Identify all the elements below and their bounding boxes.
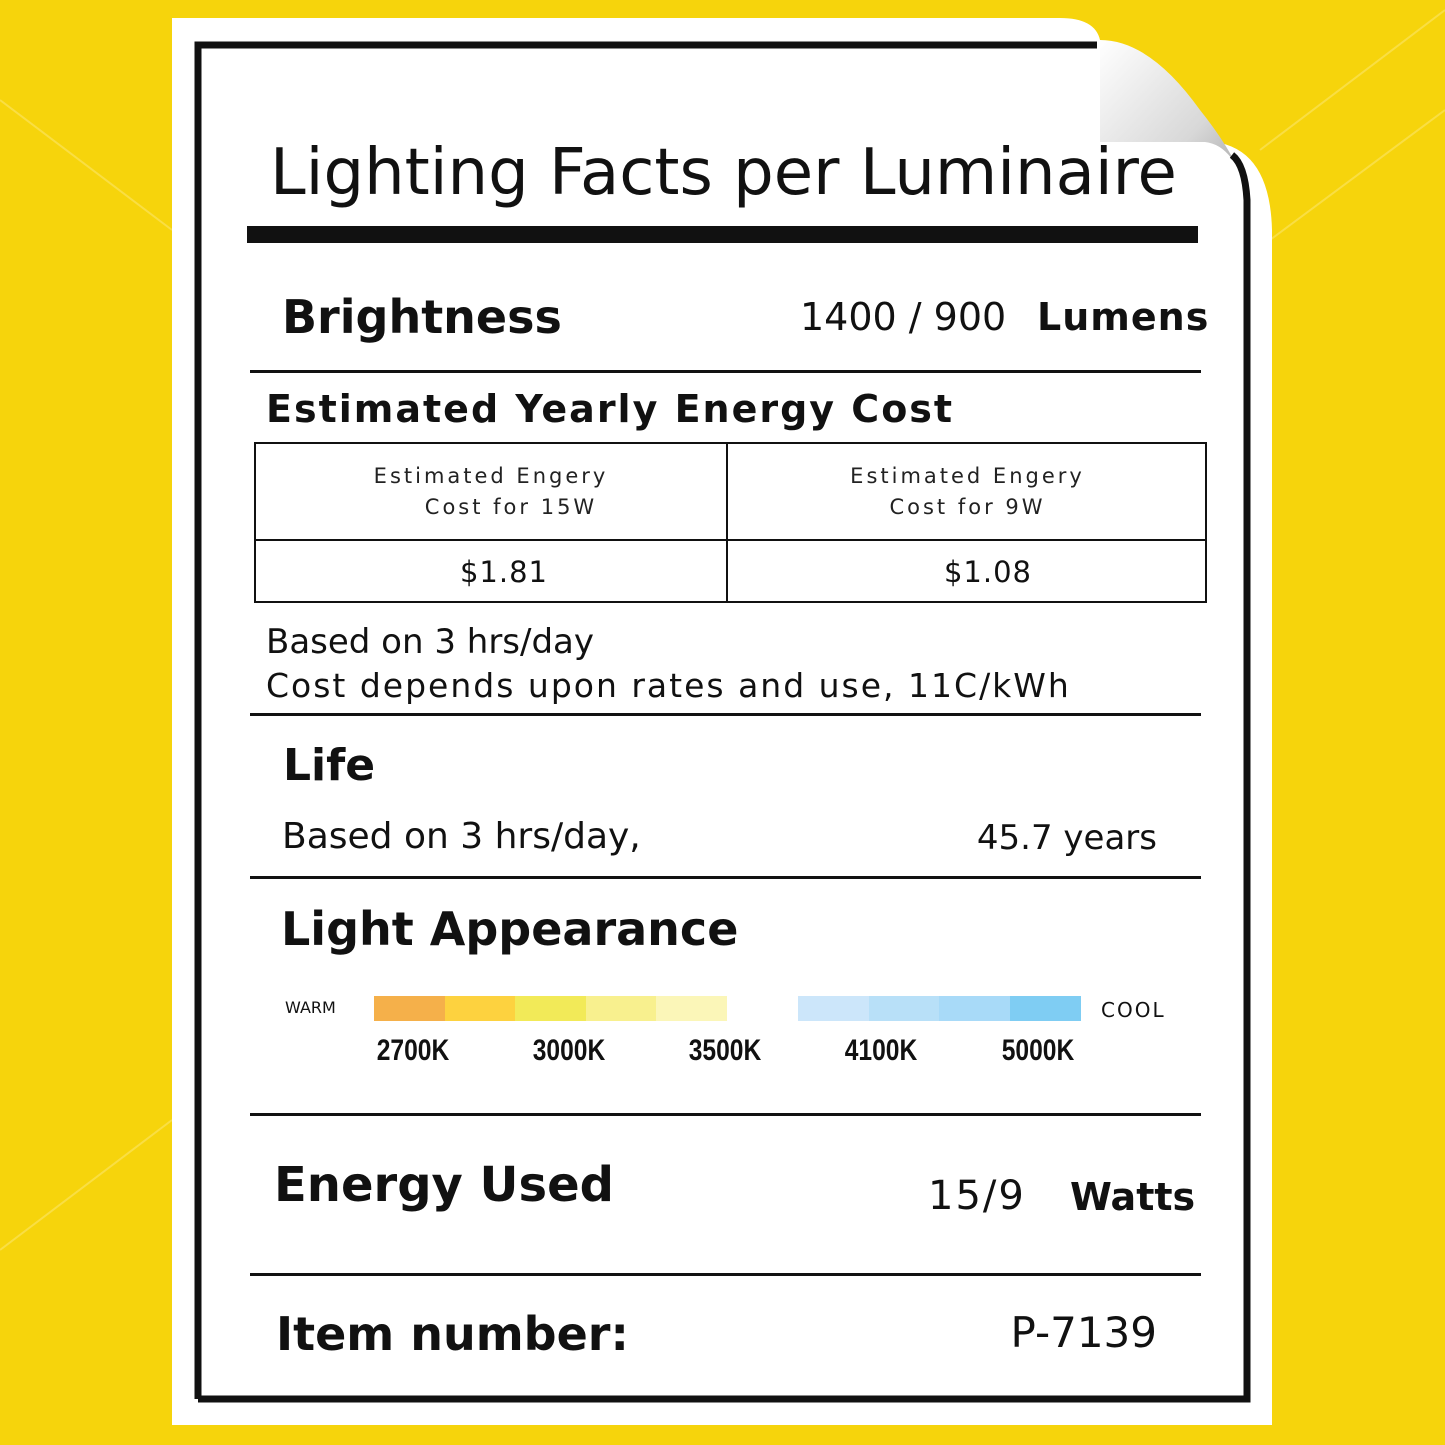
cool-swatch: [798, 996, 870, 1021]
energy-cost-note-2: Cost depends upon rates and use, 11C/kWh: [266, 666, 1071, 705]
cool-label: COOL: [1101, 998, 1166, 1022]
energy-cost-note-1: Based on 3 hrs/day: [266, 622, 595, 662]
warm-swatch: [444, 996, 516, 1021]
header-line: Cost for 9W: [889, 494, 1046, 519]
divider: [250, 1113, 1201, 1116]
table-row-divider: [256, 539, 1205, 541]
warm-swatch: [656, 996, 728, 1021]
title-bar: [247, 226, 1198, 243]
energy-cost-heading: Estimated Yearly Energy Cost: [266, 387, 955, 431]
brightness-unit: Lumens: [1037, 295, 1210, 339]
temperature-label: 5000K: [1001, 1034, 1075, 1067]
table-header-15w: Estimated Engery Cost for 15W: [256, 444, 726, 539]
item-number-value: P-7139: [1010, 1308, 1157, 1357]
cost-9w: $1.08: [943, 555, 1033, 589]
cool-swatch: [1009, 996, 1081, 1021]
warm-swatch: [585, 996, 657, 1021]
temperature-label: 3000K: [532, 1034, 606, 1067]
life-label: Life: [283, 740, 376, 791]
warm-swatch: [515, 996, 587, 1021]
cost-15w: $1.81: [459, 555, 549, 589]
energy-cost-table: Estimated Engery Cost for 15W Estimated …: [254, 442, 1207, 603]
header-line: Estimated Engery: [850, 463, 1085, 488]
divider: [250, 1273, 1201, 1276]
divider: [250, 370, 1201, 373]
temperature-label: 3500K: [688, 1034, 762, 1067]
page-title: Lighting Facts per Luminaire: [270, 136, 1177, 210]
cool-swatch: [868, 996, 940, 1021]
cool-swatch: [939, 996, 1011, 1021]
temperature-label: 4100K: [844, 1034, 918, 1067]
brightness-value: 1400 / 900: [800, 295, 1007, 339]
life-basis: Based on 3 hrs/day,: [282, 816, 641, 857]
warm-label: WARM: [285, 998, 336, 1017]
divider: [250, 713, 1201, 716]
energy-used-label: Energy Used: [274, 1157, 615, 1213]
item-number-label: Item number:: [276, 1307, 629, 1361]
table-header-9w: Estimated Engery Cost for 9W: [728, 444, 1207, 539]
energy-used-value: 15/9: [928, 1173, 1026, 1219]
warm-swatch: [374, 996, 446, 1021]
header-line: Estimated Engery: [373, 463, 609, 488]
divider: [250, 876, 1201, 879]
temperature-label: 2700K: [376, 1034, 450, 1067]
light-appearance-label: Light Appearance: [281, 902, 739, 956]
brightness-label: Brightness: [282, 290, 562, 344]
table-col-divider: [726, 444, 728, 601]
header-line: Cost for 15W: [424, 494, 598, 519]
life-value: 45.7 years: [976, 818, 1157, 858]
energy-used-unit: Watts: [1070, 1175, 1196, 1219]
